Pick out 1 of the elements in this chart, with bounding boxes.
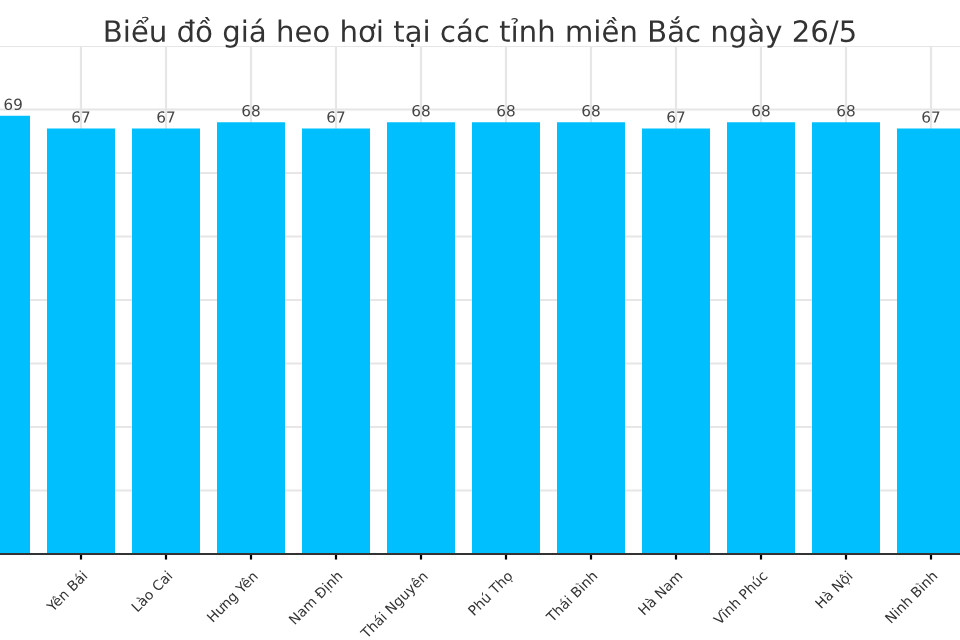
chart-title: Biểu đồ giá heo hơi tại các tỉnh miền Bắc ngày 26/5	[105, 16, 855, 48]
